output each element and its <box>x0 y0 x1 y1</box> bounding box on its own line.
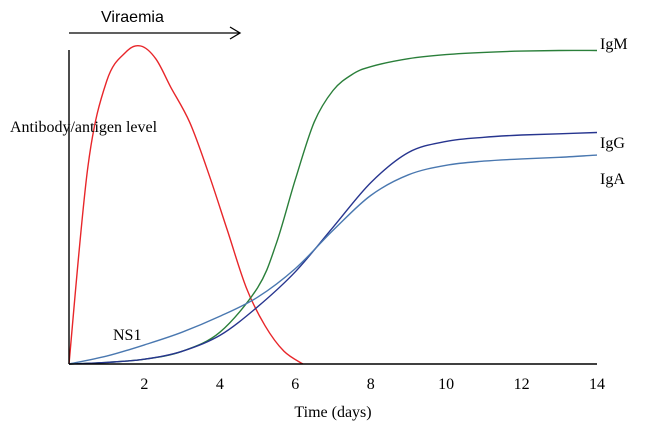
y-axis-label: Antibody/antigen level <box>10 119 158 136</box>
series-line-igm <box>69 50 597 364</box>
viraemia-annotation: Viraemia <box>69 9 240 39</box>
series-labels: NS1 IgM IgG IgA <box>113 36 628 344</box>
series-label-ns1: NS1 <box>113 327 141 344</box>
x-tick-label: 4 <box>216 376 224 393</box>
series-line-iga <box>69 155 597 364</box>
series-line-igg <box>69 133 597 365</box>
x-tick-label: 10 <box>438 376 454 393</box>
series-label-iga: IgA <box>600 171 625 188</box>
x-tick-labels: 2 4 6 8 10 12 14 <box>140 376 605 393</box>
x-tick-label: 12 <box>514 376 530 393</box>
x-tick-label: 8 <box>367 376 375 393</box>
viraemia-label: Viraemia <box>101 9 164 26</box>
series-lines <box>69 46 597 364</box>
x-axis-label: Time (days) <box>294 404 371 421</box>
x-tick-label: 2 <box>140 376 148 393</box>
series-line-ns1 <box>69 46 303 364</box>
series-label-igm: IgM <box>600 36 628 53</box>
x-tick-label: 6 <box>291 376 299 393</box>
x-tick-label: 14 <box>589 376 605 393</box>
series-label-igg: IgG <box>600 135 625 152</box>
